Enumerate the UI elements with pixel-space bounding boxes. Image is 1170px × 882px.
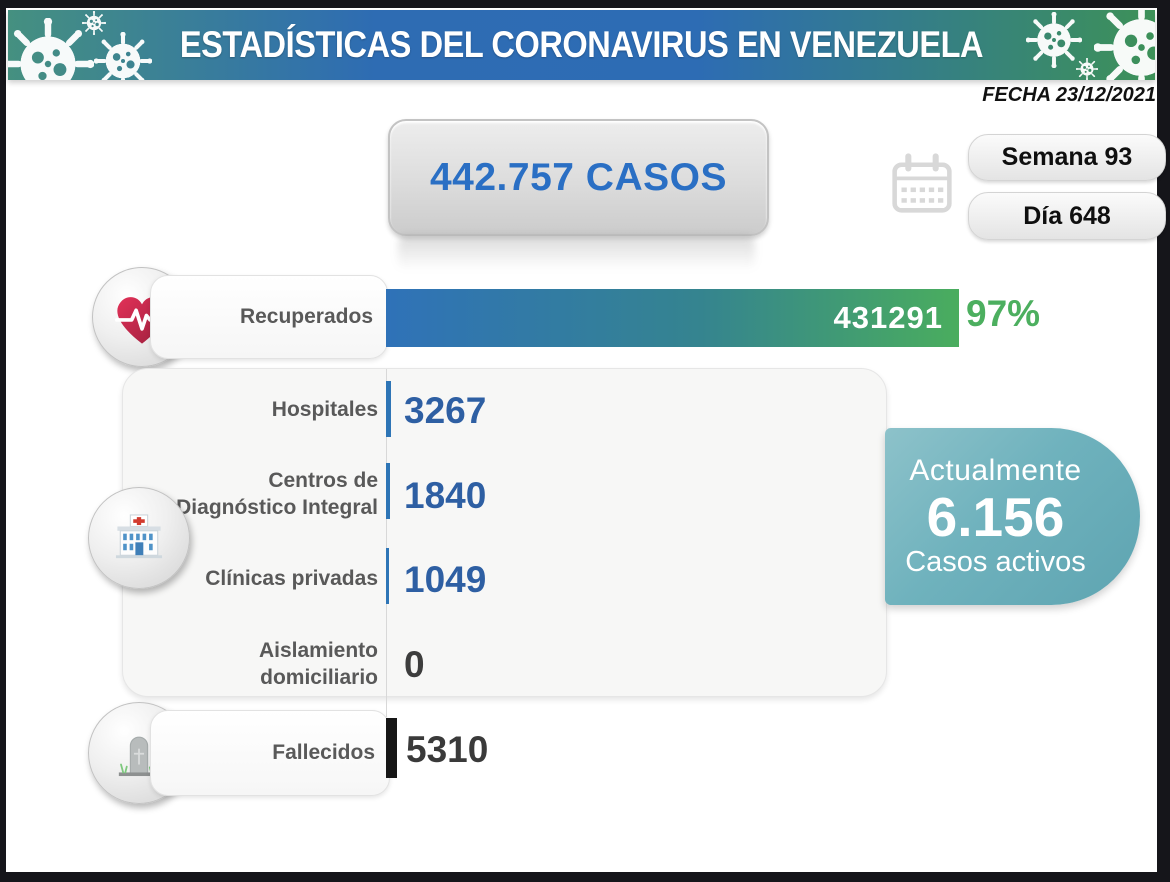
total-cases-reflection — [398, 236, 755, 270]
axis-line — [386, 369, 387, 717]
report-date: FECHA 23/12/2021 — [982, 84, 1156, 106]
recovered-label: Recuperados — [239, 305, 373, 328]
row-value-hospitales: 3267 — [404, 390, 487, 431]
row-value-cdi: 1840 — [404, 475, 487, 516]
bar-clinicas — [386, 548, 389, 604]
deaths-label: Fallecidos — [272, 741, 375, 764]
total-cases-box: 442.757 CASOS — [388, 119, 769, 236]
week-label: Semana 93 — [1001, 143, 1133, 171]
page-title: ESTADÍSTICAS DEL CORONAVIRUS EN VENEZUEL… — [179, 24, 984, 65]
recovered-value: 431291 — [833, 300, 943, 335]
row-label-aislamiento-line2: domiciliario — [260, 666, 378, 689]
calendar-icon — [892, 153, 952, 213]
row-label-cdi: Centros de Diagnóstico Integral — [126, 467, 378, 521]
row-label-hospitales: Hospitales — [271, 398, 378, 421]
hospital-icon — [115, 514, 163, 559]
bar-deaths — [386, 718, 397, 778]
week-badge: Semana 93 — [968, 134, 1166, 181]
active-cases-box: Actualmente 6.156 Casos activos — [885, 428, 1140, 605]
row-value-aislamiento: 0 — [404, 644, 425, 685]
row-value-clinicas: 1049 — [404, 559, 487, 600]
active-cases-value: 6.156 — [926, 486, 1065, 548]
breakdown-panel — [122, 368, 887, 697]
virus-icon — [1094, 10, 1155, 80]
day-label: Día 648 — [1023, 201, 1111, 230]
active-cases-heading: Actualmente — [909, 454, 1082, 487]
total-cases-value: 442.757 CASOS — [429, 155, 727, 199]
row-label-aislamiento-line1: Aislamiento — [258, 639, 378, 662]
recovered-label-box: Recuperados — [150, 275, 388, 359]
deaths-value: 5310 — [406, 729, 489, 770]
row-label-aislamiento: Aislamiento domiciliario — [126, 637, 378, 691]
row-label-clinicas: Clínicas privadas — [205, 567, 378, 590]
bar-cdi — [386, 463, 390, 519]
tombstone-icon — [118, 736, 160, 777]
hospital-badge — [88, 487, 190, 589]
row-label-cdi-line1: Centros de — [268, 469, 378, 492]
active-cases-caption: Casos activos — [905, 546, 1086, 578]
header-banner: ESTADÍSTICAS DEL CORONAVIRUS EN VENEZUEL… — [8, 10, 1155, 80]
deaths-label-box: Fallecidos — [150, 710, 390, 796]
recovered-percent: 97% — [966, 293, 1041, 334]
day-badge: Día 648 — [968, 192, 1166, 240]
bar-hospitales — [386, 381, 391, 437]
row-label-cdi-line2: Diagnóstico Integral — [176, 496, 378, 519]
recovered-bar: 431291 — [386, 289, 959, 347]
